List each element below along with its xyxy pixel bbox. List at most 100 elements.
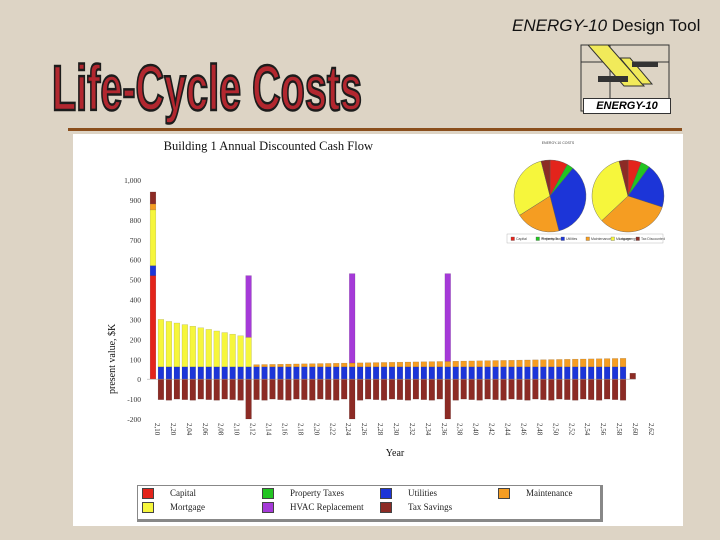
bar-tax-savings — [524, 378, 531, 401]
bar-tax-savings — [245, 378, 252, 420]
bar-maintenance — [604, 358, 611, 368]
legend-label: Property Taxes — [290, 488, 344, 498]
bar-maintenance — [149, 203, 157, 211]
bar-utilities — [420, 366, 427, 380]
bar-utilities — [564, 366, 571, 380]
pie-legend-swatch — [510, 236, 515, 241]
bar-maintenance — [492, 360, 499, 368]
bar-tax-savings — [556, 378, 563, 400]
x-tick-label: 2,04 — [185, 423, 193, 436]
bar-maintenance — [372, 362, 380, 368]
legend-tax-savings: Tax Savings — [380, 502, 452, 514]
y-tick-label: 600 — [130, 256, 142, 265]
x-tick-label: 2,08 — [217, 423, 225, 436]
slide-title: Life-Cycle Costs — [51, 51, 364, 125]
bar-hvac — [245, 275, 252, 338]
bar-utilities — [221, 366, 228, 380]
bar-maintenance — [436, 361, 443, 368]
legend-swatch — [142, 488, 154, 500]
pie-title: ENERGY-10 COSTS — [542, 141, 575, 145]
legend-utilities: Utilities — [380, 488, 437, 500]
x-tick-label: 2,16 — [280, 423, 288, 436]
x-tick-label: 2,56 — [599, 423, 607, 436]
bar-tax-savings — [333, 378, 340, 401]
bar-tax-savings — [388, 378, 396, 400]
bar-tax-savings — [325, 378, 332, 400]
bar-maintenance — [548, 359, 555, 368]
bar-tax-savings — [420, 378, 427, 400]
bar-utilities — [476, 366, 483, 380]
bar-tax-savings — [500, 378, 507, 401]
bar-mortgage — [197, 327, 204, 368]
bar-utilities — [157, 366, 165, 380]
legend-swatch — [380, 488, 392, 500]
x-tick-label: 2,12 — [249, 423, 257, 436]
bar-tax-savings — [261, 378, 268, 401]
bar-tax-savings — [341, 378, 348, 400]
legend-swatch — [380, 502, 392, 514]
bar-tax-savings — [516, 378, 523, 400]
bar-tax-savings — [301, 378, 308, 400]
pie-legend-swatch — [560, 236, 565, 241]
bar-mortgage — [173, 322, 180, 368]
bar-utilities — [548, 366, 555, 380]
x-tick-label: 2,60 — [631, 423, 639, 436]
bar-maintenance — [484, 360, 491, 368]
bar-tax-savings — [269, 378, 276, 400]
logo-label: ENERGY-10 — [583, 98, 671, 114]
bar-utilities — [333, 366, 340, 380]
cash-flow-chart: Building 1 Annual Discounted Cash Flow p… — [107, 139, 665, 459]
x-tick-label: 2,26 — [360, 423, 368, 436]
bar-tax-savings — [619, 378, 627, 401]
bar-mortgage — [229, 333, 236, 368]
bar-utilities — [619, 366, 627, 380]
bar-maintenance — [596, 358, 603, 368]
bar-utilities — [365, 366, 372, 380]
tool-title-brand: ENERGY-10 — [512, 16, 608, 35]
x-tick-label: 2,22 — [328, 423, 336, 436]
y-tick-label: 1,000 — [124, 176, 141, 185]
bar-tax-savings — [157, 378, 165, 400]
x-tick-label: 2,30 — [392, 423, 400, 436]
x-axis-label: Year — [386, 448, 405, 459]
bar-utilities — [556, 366, 563, 380]
y-tick-label: 500 — [130, 276, 142, 285]
bar-tax-savings — [612, 378, 619, 400]
bar-maintenance — [404, 361, 412, 368]
pie-slice — [513, 160, 551, 216]
bar-utilities — [596, 366, 603, 380]
bar-mortgage — [149, 209, 157, 266]
pie-legend-label: Property Taxes — [541, 237, 565, 241]
bar-utilities — [189, 366, 196, 380]
x-tick-label: 2,50 — [551, 423, 559, 436]
bar-utilities — [165, 366, 172, 380]
bar-maintenance — [460, 360, 467, 368]
bar-tax-savings — [293, 378, 300, 400]
bar-tax-savings — [444, 378, 451, 420]
bar-maintenance — [476, 360, 483, 368]
bar-tax-savings — [173, 378, 180, 400]
legend-swatch — [262, 488, 274, 500]
bar-utilities — [524, 366, 531, 380]
bar-maintenance — [612, 358, 619, 368]
bar-tax-savings — [580, 378, 587, 400]
bar-utilities — [285, 366, 292, 380]
slide-title-text: Life-Cycle Costs — [52, 52, 362, 124]
legend-label: Utilities — [408, 488, 437, 498]
legend-swatch — [262, 502, 274, 514]
chart-legend: Capital Mortgage Property Taxes HVAC Rep… — [137, 485, 603, 522]
bar-maintenance — [333, 363, 340, 368]
x-tick-label: 2,40 — [472, 423, 480, 436]
bar-tax-savings — [532, 378, 539, 400]
bar-maintenance — [388, 362, 396, 368]
bar-utilities — [261, 366, 268, 380]
bar-tax-savings — [380, 378, 388, 401]
bar-maintenance — [317, 363, 324, 368]
bar-tax-savings — [396, 378, 404, 400]
bar-mortgage — [237, 335, 244, 368]
bar-utilities — [309, 366, 316, 380]
bar-maintenance — [556, 359, 563, 368]
bar-maintenance — [452, 361, 459, 368]
bar-maintenance — [261, 364, 268, 368]
bar-mortgage — [157, 319, 165, 368]
